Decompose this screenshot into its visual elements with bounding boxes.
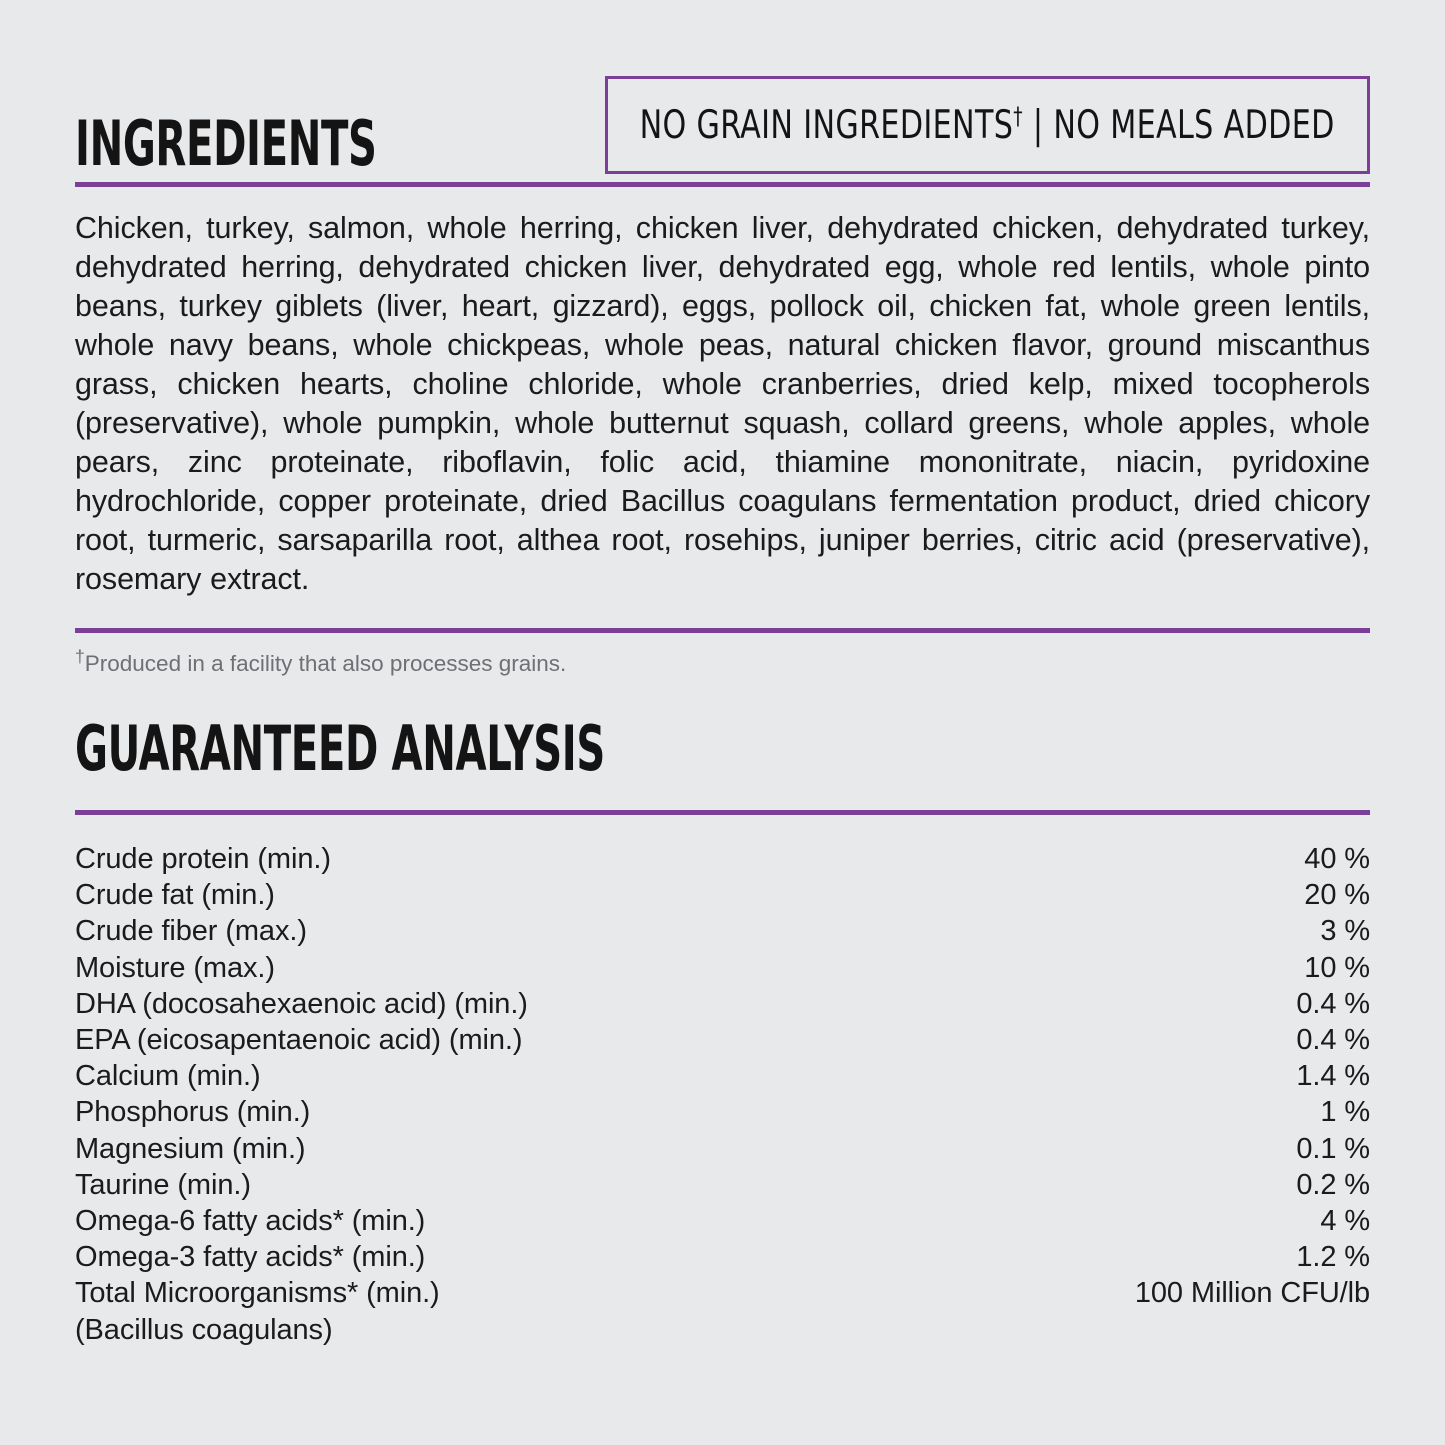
table-row: Moisture (max.) 10 %	[75, 950, 1370, 986]
nutrient-value: 1 %	[1320, 1096, 1370, 1129]
nutrient-label: EPA (eicosapentaenoic acid) (min.)	[75, 1024, 523, 1057]
guaranteed-analysis-table-body: Crude protein (min.) 40 % Crude fat (min…	[75, 841, 1370, 1348]
table-row: Omega-3 fatty acids* (min.) 1.2 %	[75, 1239, 1370, 1275]
nutrient-label: Calcium (min.)	[75, 1060, 261, 1093]
ingredients-footnote: †Produced in a facility that also proces…	[75, 633, 1370, 678]
nutrient-label: DHA (docosahexaenoic acid) (min.)	[75, 987, 528, 1020]
table-row: (Bacillus coagulans)	[75, 1312, 1370, 1348]
nutrient-label: Magnesium (min.)	[75, 1132, 306, 1165]
nutrient-label: (Bacillus coagulans)	[75, 1313, 333, 1346]
table-row: Crude fiber (max.) 3 %	[75, 913, 1370, 949]
badge-dagger-marker: †	[1013, 101, 1024, 130]
guaranteed-analysis-table: Crude protein (min.) 40 % Crude fat (min…	[75, 841, 1370, 1348]
table-row: Total Microorganisms* (min.) 100 Million…	[75, 1275, 1370, 1311]
nutrient-value: 0.4 %	[1296, 987, 1370, 1020]
nutrient-value: 0.2 %	[1296, 1168, 1370, 1201]
nutrient-label: Total Microorganisms* (min.)	[75, 1277, 440, 1310]
nutrient-value: 0.4 %	[1296, 1024, 1370, 1057]
nutrient-value: 40 %	[1304, 843, 1370, 875]
table-row: Omega-6 fatty acids* (min.) 4 %	[75, 1203, 1370, 1239]
nutrient-label: Moisture (max.)	[75, 951, 275, 984]
no-grain-badge: NO GRAIN INGREDIENTS† | NO MEALS ADDED	[605, 76, 1370, 174]
ingredients-header-row: INGREDIENTS NO GRAIN INGREDIENTS† | NO M…	[75, 0, 1370, 180]
nutrient-value: 4 %	[1320, 1205, 1370, 1238]
table-row: Crude fat (min.) 20 %	[75, 877, 1370, 913]
ingredients-body-text: Chicken, turkey, salmon, whole herring, …	[75, 211, 1370, 596]
nutrient-value: 20 %	[1304, 879, 1370, 912]
guaranteed-analysis-divider	[75, 810, 1370, 815]
table-row: DHA (docosahexaenoic acid) (min.) 0.4 %	[75, 986, 1370, 1022]
ingredients-divider	[75, 182, 1370, 187]
table-row: Taurine (min.) 0.2 %	[75, 1167, 1370, 1203]
nutrient-value	[927, 1312, 1370, 1348]
guaranteed-analysis-title: GUARANTEED ANALYSIS	[75, 712, 605, 785]
nutrient-value: 1.4 %	[1296, 1060, 1370, 1093]
nutrient-label: Crude protein (min.)	[75, 843, 331, 875]
table-row: Magnesium (min.) 0.1 %	[75, 1131, 1370, 1167]
badge-text-before-dagger: NO GRAIN INGREDIENTS	[639, 102, 1014, 148]
badge-text-after-dagger: | NO MEALS ADDED	[1023, 102, 1336, 148]
no-grain-badge-label: NO GRAIN INGREDIENTS† | NO MEALS ADDED	[640, 103, 1335, 148]
nutrient-value: 3 %	[1320, 915, 1370, 948]
guaranteed-analysis-header-row: GUARANTEED ANALYSIS	[75, 678, 1370, 804]
nutrient-label: Crude fat (min.)	[75, 879, 275, 912]
table-row: Calcium (min.) 1.4 %	[75, 1058, 1370, 1094]
nutrient-label: Crude fiber (max.)	[75, 915, 307, 948]
nutrient-label: Omega-6 fatty acids* (min.)	[75, 1205, 426, 1238]
table-row: Crude protein (min.) 40 %	[75, 841, 1370, 877]
nutrient-label: Taurine (min.)	[75, 1168, 251, 1201]
table-row: Phosphorus (min.) 1 %	[75, 1094, 1370, 1130]
nutrient-value: 1.2 %	[1296, 1241, 1370, 1274]
page-title: INGREDIENTS	[75, 106, 377, 180]
nutrient-label: Omega-3 fatty acids* (min.)	[75, 1241, 426, 1274]
nutrient-value: 10 %	[1304, 951, 1370, 984]
table-row: EPA (eicosapentaenoic acid) (min.) 0.4 %	[75, 1022, 1370, 1058]
nutrient-label: Phosphorus (min.)	[75, 1096, 311, 1129]
footnote-divider	[75, 628, 1370, 633]
nutrient-value: 0.1 %	[1296, 1132, 1370, 1165]
footnote-text: Produced in a facility that also process…	[84, 651, 567, 676]
footnote-dagger-marker: †	[75, 646, 85, 667]
nutrient-value: 100 Million CFU/lb	[1134, 1277, 1370, 1310]
